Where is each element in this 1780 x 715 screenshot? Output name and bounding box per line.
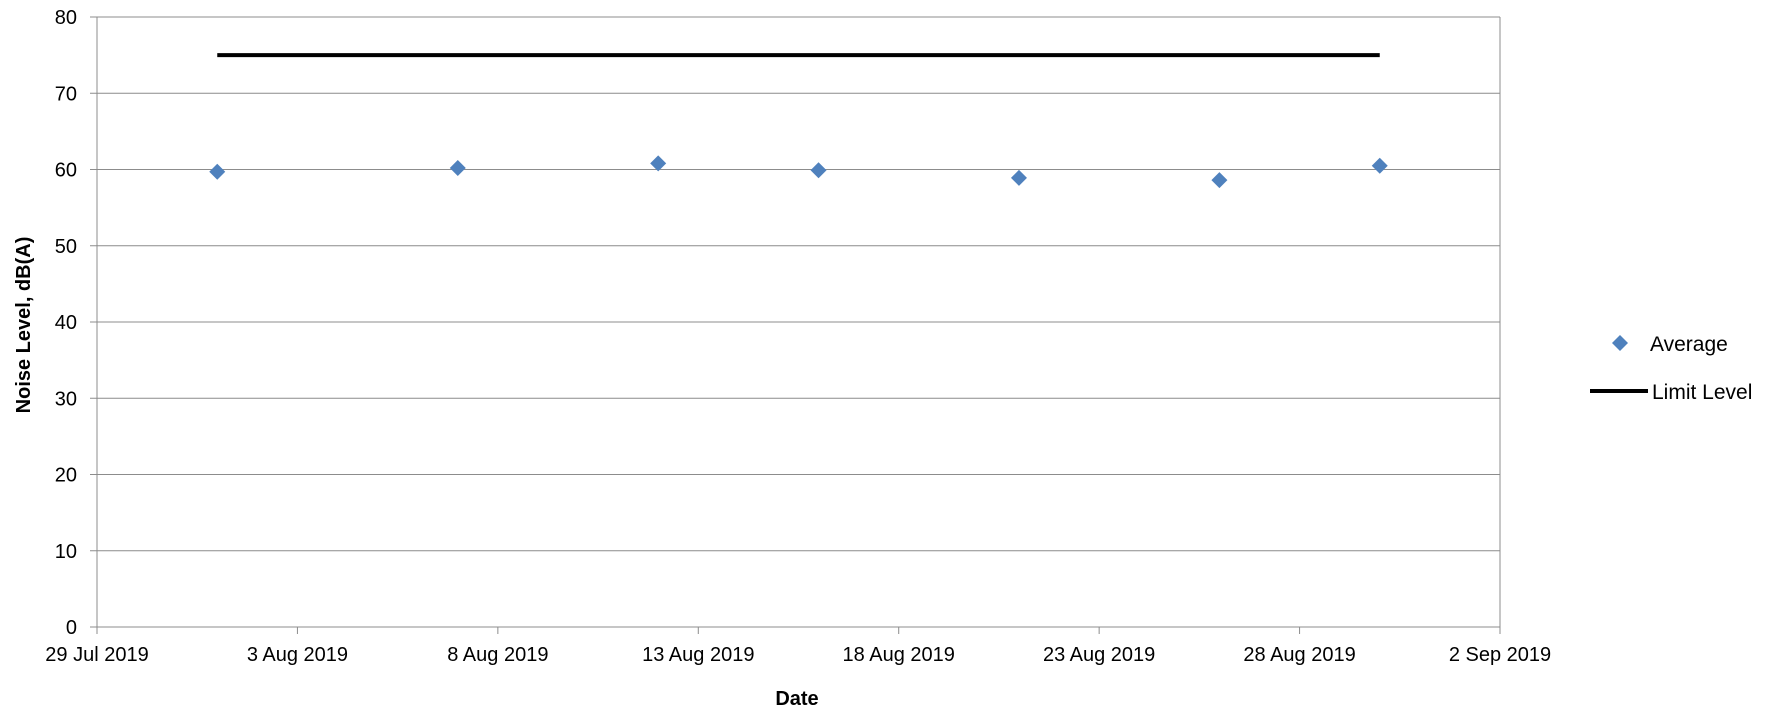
x-tick-label: 29 Jul 2019: [45, 644, 148, 666]
grid-lines: [97, 16, 1500, 552]
legend-label-limit-level: Limit Level: [1652, 381, 1752, 404]
legend-item-average: Average: [1612, 333, 1728, 356]
y-tick-label: 80: [55, 7, 77, 29]
series-layer: [209, 53, 1388, 189]
legend-label-average: Average: [1650, 333, 1728, 356]
x-tick-label: 18 Aug 2019: [843, 644, 955, 666]
legend-marker-diamond-icon: [1612, 335, 1628, 351]
average-data-point: [810, 162, 827, 179]
x-tick-label: 3 Aug 2019: [247, 644, 348, 666]
y-tick-labels: 0 10 20 30 40 50 60 70 80: [55, 7, 77, 639]
y-tick-label: 50: [55, 236, 77, 258]
average-data-point: [209, 163, 226, 180]
y-tick-label: 10: [55, 541, 77, 563]
y-tick-label: 30: [55, 388, 77, 410]
y-tick-label: 0: [66, 617, 77, 639]
average-data-point: [1010, 169, 1027, 186]
x-tick-label: 8 Aug 2019: [447, 644, 548, 666]
x-tick-label: 13 Aug 2019: [642, 644, 754, 666]
axes: [90, 16, 1501, 634]
x-tick-label: 2 Sep 2019: [1449, 644, 1551, 666]
average-data-point: [650, 155, 667, 172]
y-tick-label: 70: [55, 83, 77, 105]
average-data-point: [1371, 157, 1388, 174]
average-data-point: [1211, 172, 1228, 189]
x-tick-labels: 29 Jul 2019 3 Aug 2019 8 Aug 2019 13 Aug 20…: [45, 644, 1551, 666]
y-tick-label: 40: [55, 312, 77, 334]
legend: Average Limit Level: [1590, 333, 1752, 404]
x-tick-label: 23 Aug 2019: [1043, 644, 1155, 666]
x-tick-label: 28 Aug 2019: [1243, 644, 1355, 666]
y-tick-label: 20: [55, 465, 77, 487]
y-tick-label: 60: [55, 160, 77, 182]
y-axis-title: Noise Level, dB(A): [13, 237, 35, 414]
legend-item-limit-level: Limit Level: [1590, 381, 1752, 404]
x-axis-title: Date: [775, 688, 818, 710]
average-data-point: [449, 159, 466, 176]
